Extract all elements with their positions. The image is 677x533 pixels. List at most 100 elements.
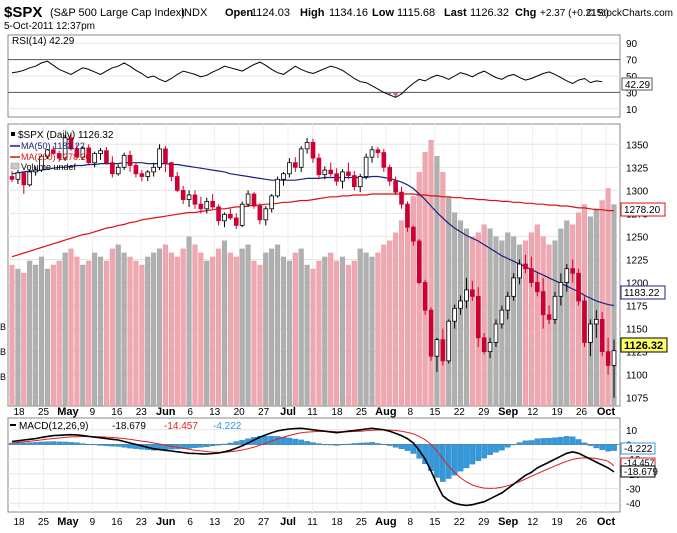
macd-histogram-bar [563,436,570,445]
macd-histogram-bar [97,444,104,446]
macd-histogram-bar [605,444,611,452]
candle-body [375,149,381,153]
macd-histogram-bar [599,444,606,450]
macd-date-tick-label: 18 [331,517,343,528]
volume-bar [481,224,487,407]
macd-histogram-bar [203,444,210,447]
price-date-tick-label: 13 [209,407,221,418]
macd-date-tick-label: 18 [13,517,25,528]
candle-body [204,201,210,210]
volume-bar [162,244,168,407]
macd-histogram-bar [127,444,133,449]
volume-bar [558,228,564,407]
macd-date-tick-label: 8 [408,517,414,528]
candle-body [346,171,351,177]
volume-bar [399,220,405,407]
hist-tag-box [620,442,656,455]
price-tick-label: 1075 [626,394,649,405]
volume-bar [351,260,357,407]
candle-body [357,176,363,188]
candle-body [245,193,251,205]
candle-body [233,217,239,226]
candle-body [411,226,416,242]
volume-bar [33,264,39,407]
macd-histogram-bar [209,444,216,447]
price-tick-label: 1125 [626,348,648,359]
candle-body [440,339,446,362]
volume-bar [593,208,599,407]
candle-body [115,166,121,175]
candle-body [139,173,145,177]
volume-bar [263,252,269,407]
macd-histogram-bar [569,436,576,445]
macd-histogram-bar [227,442,234,445]
volume-bar [168,252,174,407]
rsi-grid [8,42,620,110]
rsi-tick-label: 90 [626,39,638,50]
volume-bar [564,220,570,407]
volume-bar [328,252,334,407]
macd-histogram-bar [304,441,310,445]
volume-bar [292,252,298,407]
volume-bar [174,256,180,407]
candle-body [316,157,322,176]
candle-body [222,213,227,222]
candle-body [534,282,540,293]
candle-body [310,142,316,159]
volume-scale-label: B [0,372,6,382]
macd-histogram-bar [56,441,63,445]
candle-body [15,172,21,180]
rsi-tick-label: 30 [626,88,638,99]
macd-histogram-bar [215,444,222,446]
price-date-tick-label: 16 [111,407,123,418]
macd-histogram-bar [398,444,405,449]
candle-body [582,300,587,343]
macd-histogram-bar [80,443,86,445]
volume-bar [74,256,80,407]
candle-body [180,189,186,200]
candle-body [499,309,505,325]
volume-bar [221,240,227,407]
price-tick-label: 1325 [626,163,649,174]
high-label: High [300,7,325,19]
candle-body [405,203,410,228]
macd-histogram [9,435,617,482]
volume-bar [186,236,192,407]
macd-histogram-bar [74,442,80,445]
candle-body [363,156,369,177]
macd-histogram-bar [85,444,92,445]
ma50-value-tag: 1183.22 [620,285,666,300]
volume-bar [92,252,98,407]
macd-histogram-bar [504,444,511,448]
ma50-tag-text: 1183.22 [624,288,660,299]
macd-tag-text: -18.679 [624,467,658,478]
price-date-tick-label: 18 [331,407,343,418]
candle-body [269,195,275,210]
volume-bar [216,248,222,407]
price-date-tick-label: Jul [280,406,296,418]
macd-histogram-bar [50,441,57,445]
volume-bar [227,252,233,407]
candle-body [281,173,286,180]
volume-bar [68,248,74,407]
candle-body [605,351,611,366]
price-tick-label: 1175 [626,302,648,313]
price-tick-label: 1150 [626,325,648,336]
volume-bar [428,139,434,407]
candle-body [505,295,511,311]
candle-body [104,150,109,164]
chart-index-name: (S&P 500 Large Cap Index) [50,7,185,19]
ma50-tag-box [620,285,666,300]
candle-body [570,268,576,274]
price-panel: 1350132513001275125012251200117511501125… [0,123,668,418]
candle-body [239,203,245,226]
macd-histogram-bar [192,444,198,448]
macd-date-tick-label: 26 [576,517,588,528]
volume-bar [334,260,340,407]
macd-histogram-bar [262,436,269,445]
macd-histogram-bar [510,444,517,446]
volume-bar [517,244,523,407]
last-price-tag-box [620,337,668,353]
candle-body [416,240,422,283]
volume-bar [139,264,145,407]
